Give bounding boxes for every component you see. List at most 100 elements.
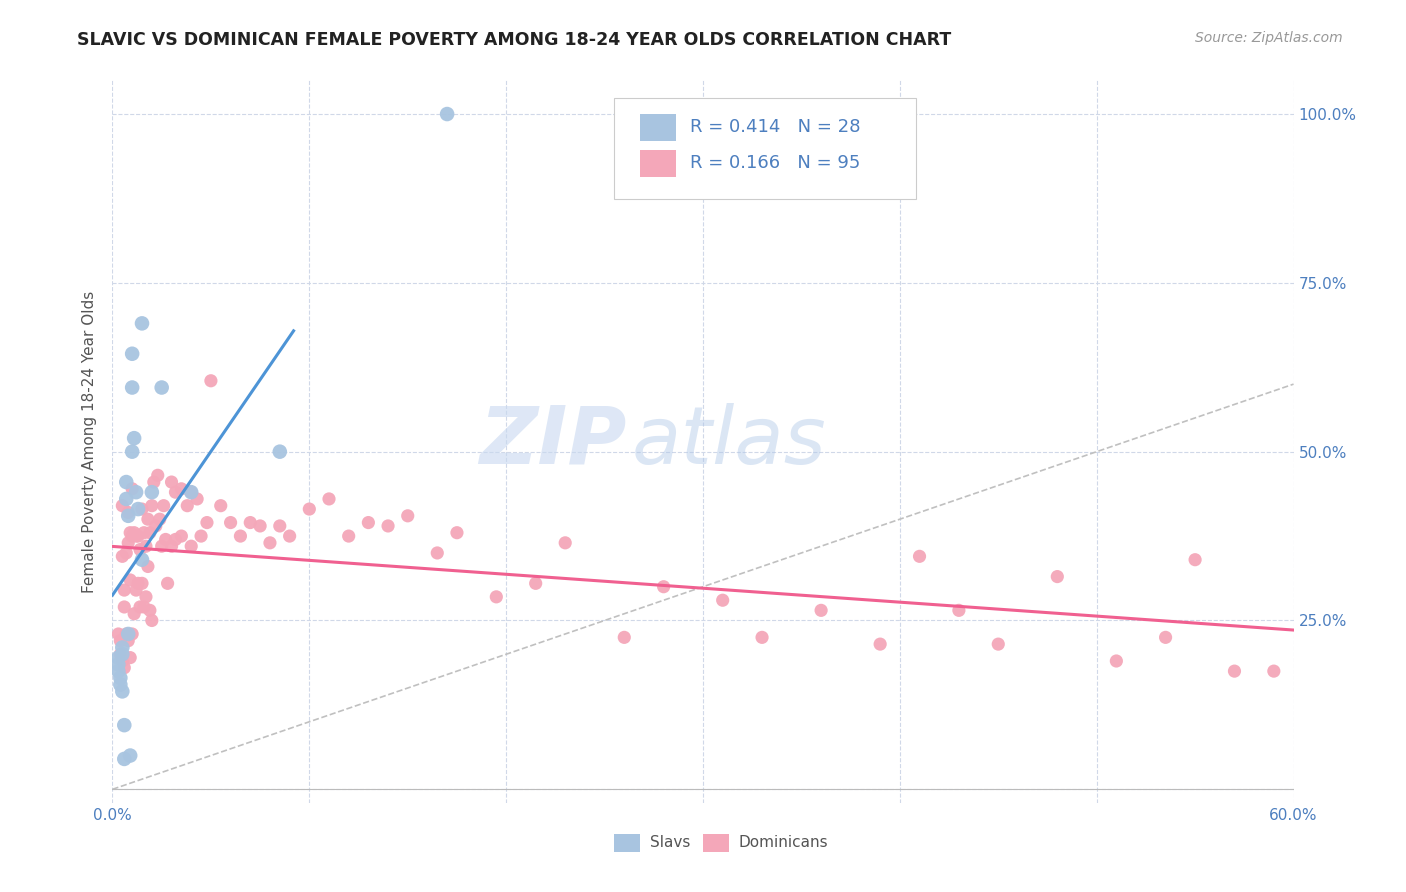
Point xyxy=(652,580,675,594)
Point xyxy=(129,599,152,614)
Point xyxy=(751,631,773,645)
Point xyxy=(131,502,153,516)
Text: R = 0.166   N = 95: R = 0.166 N = 95 xyxy=(690,154,860,172)
FancyBboxPatch shape xyxy=(614,833,640,852)
Point xyxy=(117,633,139,648)
Point xyxy=(136,559,159,574)
Point xyxy=(436,107,458,121)
Point xyxy=(180,485,202,500)
Point xyxy=(115,491,138,506)
Point xyxy=(127,529,149,543)
Text: Source: ZipAtlas.com: Source: ZipAtlas.com xyxy=(1195,31,1343,45)
Point xyxy=(135,539,157,553)
Point xyxy=(446,525,468,540)
Point xyxy=(125,485,148,500)
Point xyxy=(145,519,167,533)
Text: ZIP: ZIP xyxy=(479,402,626,481)
Point xyxy=(112,661,135,675)
Point xyxy=(110,633,132,648)
Point xyxy=(110,671,132,685)
Point xyxy=(120,573,142,587)
Point xyxy=(1184,552,1206,566)
Point xyxy=(377,519,399,533)
Point xyxy=(165,485,187,500)
Point xyxy=(229,529,252,543)
Point xyxy=(141,485,163,500)
Point xyxy=(259,536,281,550)
Point xyxy=(987,637,1010,651)
Point xyxy=(122,525,145,540)
Point xyxy=(112,752,135,766)
Point xyxy=(711,593,734,607)
Point xyxy=(524,576,547,591)
Point xyxy=(485,590,508,604)
Point xyxy=(117,627,139,641)
Point xyxy=(155,533,177,547)
Y-axis label: Female Poverty Among 18-24 Year Olds: Female Poverty Among 18-24 Year Olds xyxy=(82,291,97,592)
Point xyxy=(1105,654,1128,668)
Point xyxy=(396,508,419,523)
Point xyxy=(110,678,132,692)
FancyBboxPatch shape xyxy=(703,833,728,852)
Point xyxy=(125,529,148,543)
Point xyxy=(127,502,149,516)
FancyBboxPatch shape xyxy=(640,113,676,141)
Point xyxy=(219,516,242,530)
Point xyxy=(139,525,162,540)
Point xyxy=(170,482,193,496)
Point xyxy=(131,552,153,566)
Point xyxy=(111,499,134,513)
Point xyxy=(125,583,148,598)
Point xyxy=(613,631,636,645)
Point xyxy=(209,499,232,513)
Point xyxy=(156,576,179,591)
Point xyxy=(136,512,159,526)
Point xyxy=(180,539,202,553)
Point xyxy=(1046,569,1069,583)
Point xyxy=(1154,631,1177,645)
Point xyxy=(112,599,135,614)
Point xyxy=(111,654,134,668)
Point xyxy=(122,431,145,445)
Point xyxy=(426,546,449,560)
Point xyxy=(357,516,380,530)
Point xyxy=(150,539,173,553)
Point xyxy=(120,525,142,540)
Point xyxy=(160,539,183,553)
Point xyxy=(165,533,187,547)
Point xyxy=(170,529,193,543)
Point xyxy=(111,647,134,661)
Point xyxy=(107,650,129,665)
Point xyxy=(269,519,291,533)
Point xyxy=(869,637,891,651)
Point xyxy=(135,590,157,604)
Point xyxy=(111,549,134,564)
Point xyxy=(180,485,202,500)
Point xyxy=(120,748,142,763)
Point xyxy=(131,317,153,331)
Point xyxy=(115,627,138,641)
Point xyxy=(111,684,134,698)
Point xyxy=(239,516,262,530)
Point xyxy=(1263,664,1285,678)
Text: R = 0.414   N = 28: R = 0.414 N = 28 xyxy=(690,119,860,136)
Point xyxy=(121,347,143,361)
Point xyxy=(810,603,832,617)
Point xyxy=(200,374,222,388)
Point xyxy=(1223,664,1246,678)
Point xyxy=(132,599,155,614)
Point xyxy=(112,718,135,732)
Point xyxy=(298,502,321,516)
Point xyxy=(132,525,155,540)
Point xyxy=(110,647,132,661)
Point xyxy=(150,380,173,394)
Point xyxy=(269,444,291,458)
Point xyxy=(115,475,138,489)
Text: Dominicans: Dominicans xyxy=(738,835,828,850)
Point xyxy=(117,536,139,550)
Point xyxy=(107,657,129,672)
Point xyxy=(139,603,162,617)
Text: Slavs: Slavs xyxy=(650,835,690,850)
Point xyxy=(111,640,134,655)
FancyBboxPatch shape xyxy=(614,98,915,200)
